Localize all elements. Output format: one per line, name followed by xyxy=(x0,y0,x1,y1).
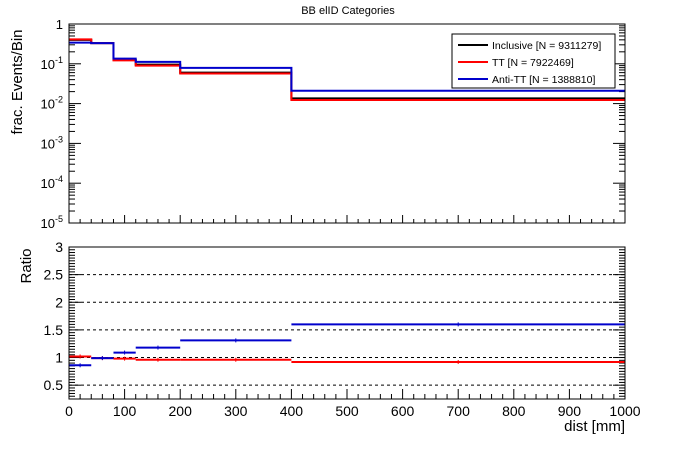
series-anti-tt xyxy=(69,41,625,92)
x-tick-label: 800 xyxy=(502,403,526,419)
top-plot-frame xyxy=(68,23,626,224)
legend-label-anti-tt: Anti-TT [N = 1388810] xyxy=(492,74,595,86)
top-series-group xyxy=(69,38,625,102)
ratio-y-tick-label: 1 xyxy=(55,350,63,366)
legend-label-inclusive: Inclusive [N = 9311279] xyxy=(492,40,601,52)
x-tick-label: 100 xyxy=(113,403,137,419)
top-y-tick-labels: 1 10-1 10-2 10-3 10-4 10-5 xyxy=(41,17,63,231)
x-tick-label: 0 xyxy=(65,403,73,419)
ratio-x-tick-labels: 0 100 200 300 400 500 600 700 800 900 1000 xyxy=(65,403,641,419)
ratio-panel: 0.5 1 1.5 2 2.5 3 0 100 200 300 400 500 600 700 800 90… xyxy=(18,239,641,435)
ratio-y-tick-label: 2 xyxy=(55,294,63,310)
top-y-tick-label: 10-3 xyxy=(41,134,63,151)
legend-label-tt: TT [N = 7922469] xyxy=(492,57,574,69)
ratio-series-tt xyxy=(69,354,625,364)
x-tick-label: 600 xyxy=(391,403,415,419)
legend: Inclusive [N = 9311279] TT [N = 7922469]… xyxy=(451,33,616,89)
x-tick-label: 500 xyxy=(335,403,359,419)
top-y-tick-label: 1 xyxy=(56,17,63,32)
x-tick-label: 400 xyxy=(280,403,304,419)
ratio-y-tick-labels: 0.5 1 1.5 2 2.5 3 xyxy=(44,239,64,393)
ratio-y-tick-label: 3 xyxy=(55,239,63,255)
ratio-y-tick-label: 2.5 xyxy=(44,267,64,283)
top-y-tick-label: 10-5 xyxy=(41,214,63,231)
ratio-series-anti-tt xyxy=(69,322,625,368)
top-tick-marks xyxy=(68,23,626,224)
ratio-plot-frame xyxy=(68,246,626,400)
ratio-y-tick-label: 0.5 xyxy=(44,377,64,393)
x-tick-label: 1000 xyxy=(609,403,640,419)
ratio-series-group xyxy=(69,322,625,368)
x-tick-label: 300 xyxy=(224,403,248,419)
top-y-tick-label: 10-1 xyxy=(41,55,63,72)
ratio-gridlines xyxy=(69,246,625,386)
bottom-tick-marks xyxy=(68,246,626,400)
x-tick-label: 700 xyxy=(447,403,471,419)
ratio-y-axis-label: Ratio xyxy=(18,248,35,283)
chart-title: BB elID Categories xyxy=(301,5,395,17)
x-axis-label: dist [mm] xyxy=(564,418,625,435)
top-y-tick-label: 10-2 xyxy=(41,95,63,112)
top-y-axis-label: frac. Events/Bin xyxy=(9,29,26,134)
distribution-panel: 1 10-1 10-2 10-3 10-4 10-5 frac. Events/Bin I… xyxy=(9,17,626,231)
top-y-tick-label: 10-4 xyxy=(41,174,63,191)
step-line-anti-tt xyxy=(69,41,625,92)
x-tick-label: 900 xyxy=(558,403,582,419)
x-tick-label: 200 xyxy=(169,403,193,419)
ratio-y-tick-label: 1.5 xyxy=(44,322,64,338)
